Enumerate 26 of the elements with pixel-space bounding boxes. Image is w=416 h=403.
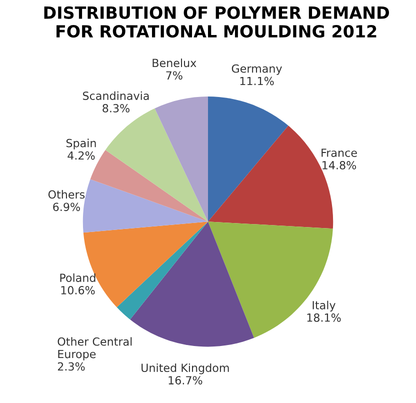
data-label: 16.7% <box>168 376 202 384</box>
data-label: 6.9% <box>53 202 80 212</box>
slice-label: Poland <box>60 273 96 282</box>
slice-label: Other Central Europe <box>58 337 132 360</box>
slice-label: Italy <box>312 300 336 312</box>
data-label: 10.6% <box>61 286 95 294</box>
slice-label: Spain <box>66 138 96 150</box>
data-label: 4.2% <box>68 151 95 160</box>
data-label: 18.1% <box>307 313 341 322</box>
data-label: 11.1% <box>240 76 274 86</box>
slice-label: Others <box>48 190 85 199</box>
data-label: 14.8% <box>322 161 356 170</box>
slice-label: United Kingdom <box>142 363 229 374</box>
pie-slice <box>154 96 208 222</box>
data-label: 8.3% <box>102 104 130 112</box>
pie-slice <box>130 222 254 347</box>
slice-label: Germany <box>232 64 282 75</box>
slice-label: Benelux <box>152 58 196 68</box>
slice-label: France <box>322 148 357 157</box>
pie-slice <box>116 222 208 320</box>
data-label: 7% <box>166 71 182 80</box>
pie-slice <box>82 179 208 233</box>
chart-title: DISTRIBUTION OF POLYMER DEMAND FOR ROTATIONAL MOULDING 2012 <box>44 6 389 38</box>
pie-slice <box>208 96 288 222</box>
data-label: 2.3% <box>58 362 85 371</box>
slice-label: Scandinavia <box>82 91 149 100</box>
